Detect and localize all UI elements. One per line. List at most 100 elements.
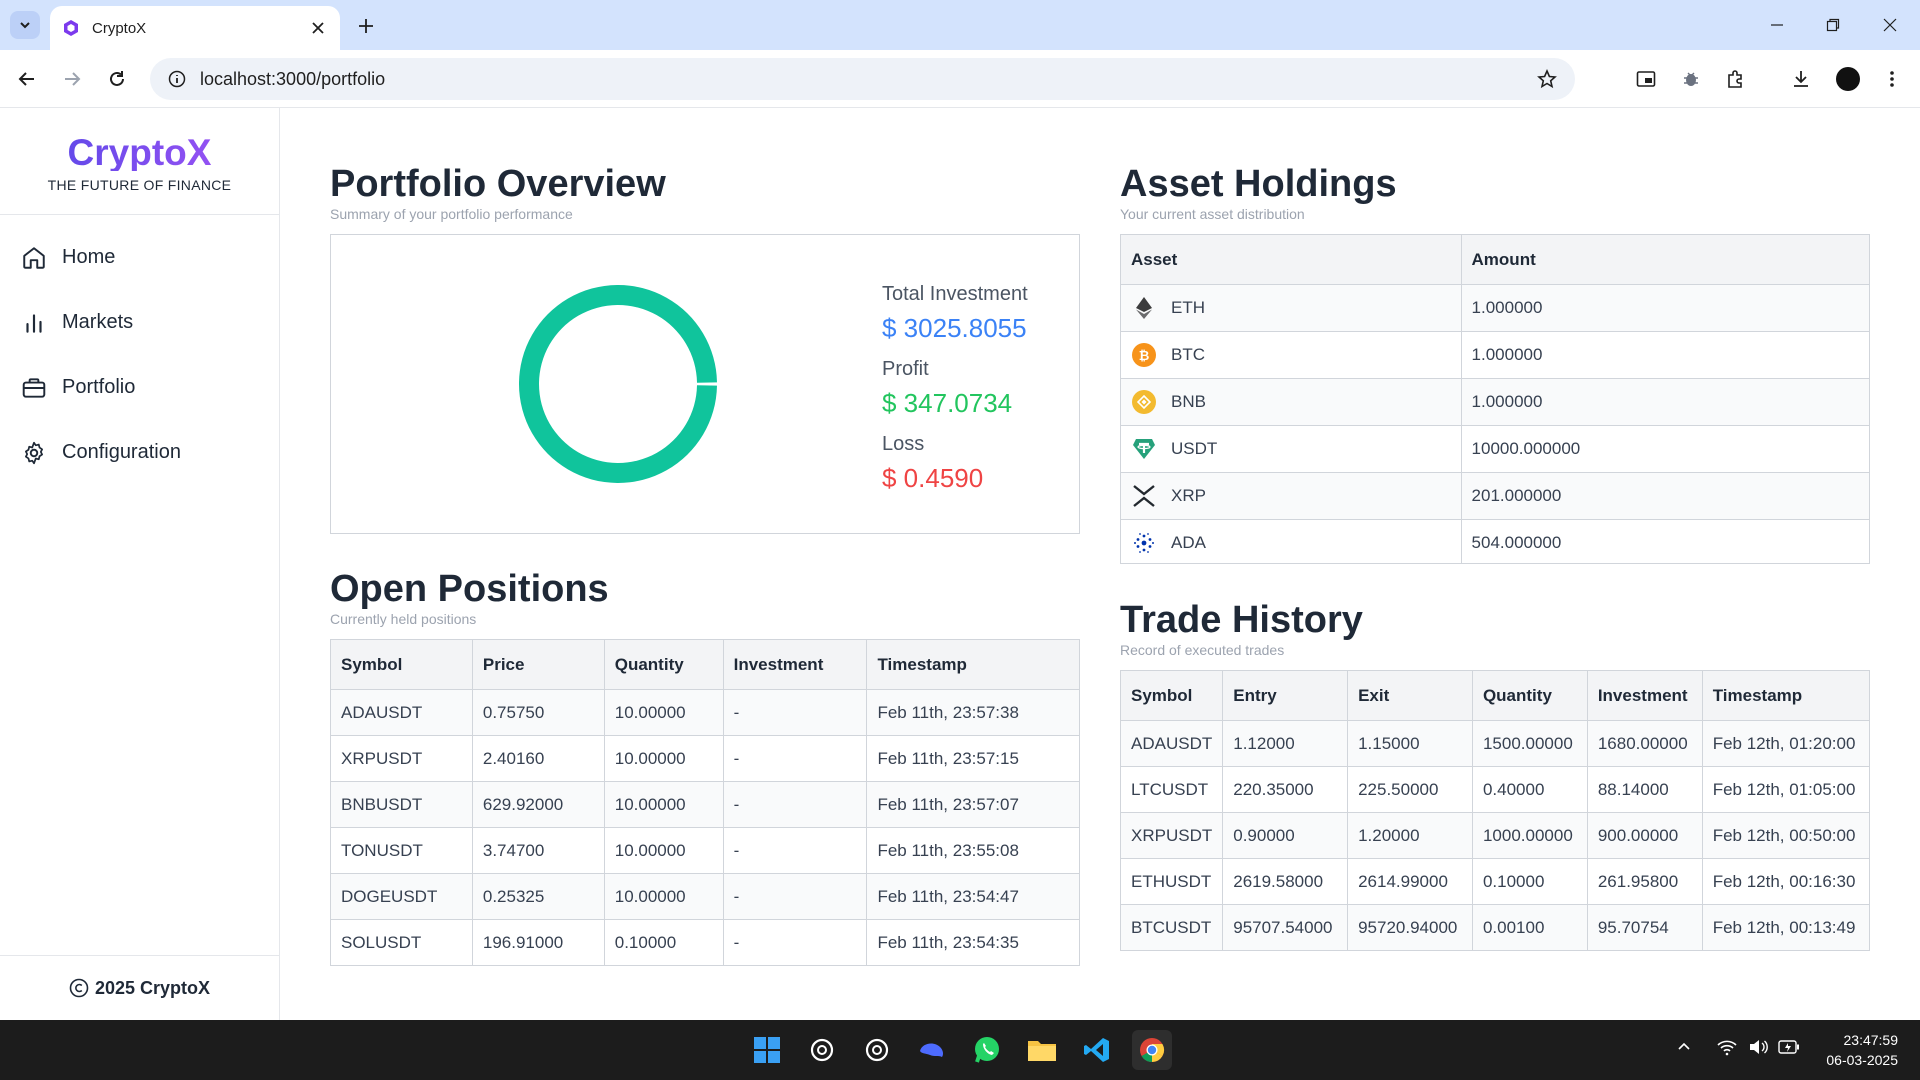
asset-symbol: BNB — [1171, 392, 1206, 411]
column-header: Timestamp — [1701, 670, 1871, 721]
new-tab-button[interactable] — [352, 12, 380, 40]
taskbar-clock[interactable]: 23:47:59 06-03-2025 — [1826, 1030, 1898, 1070]
site-info-icon[interactable] — [168, 70, 186, 88]
table-cell: - — [722, 827, 868, 874]
table-row[interactable]: ADA 504.000000 — [1120, 519, 1870, 563]
table-row[interactable]: BNBUSDT 629.92000 10.00000- Feb 11th, 23:57… — [330, 781, 1080, 828]
extension-bug-button[interactable] — [1676, 64, 1706, 94]
table-row[interactable]: XRPUSDT 0.90000 1.20000 1000.00000 900.00000… — [1119, 812, 1871, 859]
taskbar-vscode-app[interactable] — [1077, 1030, 1117, 1070]
table-row[interactable]: TONUSDT 3.74700 10.00000- Feb 11th, 23:55:0… — [330, 827, 1080, 874]
profile-button[interactable] — [1833, 64, 1863, 94]
asset-holdings-scroll[interactable]: Asset Amount ETH 1.000000 ₿ BTC 1.000000 BNB 1.… — [1120, 234, 1870, 564]
taskbar-chatgpt-app-2[interactable] — [857, 1030, 897, 1070]
sidebar-item-label: Markets — [62, 311, 134, 333]
column-header: Entry — [1222, 670, 1349, 721]
start-button[interactable] — [747, 1030, 787, 1070]
brand-tagline: THE FUTURE OF FINANCE — [47, 177, 232, 193]
table-cell: - — [722, 781, 868, 828]
sidebar-item-configuration[interactable]: Configuration — [0, 420, 279, 485]
picture-in-picture-icon — [1636, 71, 1656, 87]
xrp-icon — [1131, 485, 1157, 507]
chevron-up-icon[interactable] — [1676, 1039, 1692, 1055]
asset-amount: 1.000000 — [1460, 331, 1870, 379]
asset-amount: 504.000000 — [1460, 519, 1870, 563]
table-cell: 95.70754 — [1586, 904, 1703, 951]
table-cell: 1000.00000 — [1471, 812, 1588, 859]
taskbar-chatgpt-app[interactable] — [802, 1030, 842, 1070]
close-icon — [1883, 18, 1897, 32]
asset-holdings-title: Asset Holdings — [1120, 163, 1397, 205]
sidebar-item-markets[interactable]: Markets — [0, 290, 279, 355]
back-button[interactable] — [12, 64, 42, 94]
browser-tab[interactable]: CryptoX — [50, 6, 340, 50]
table-row[interactable]: SOLUSDT 196.91000 0.10000- Feb 11th, 23:54:… — [330, 919, 1080, 966]
table-row[interactable]: ₿ BTC 1.000000 — [1120, 331, 1870, 379]
asset-holdings-table: Asset Amount ETH 1.000000 ₿ BTC 1.000000 BNB 1.… — [1120, 234, 1870, 563]
sidebar-item-label: Home — [62, 246, 116, 268]
address-bar[interactable]: localhost:3000/portfolio — [150, 58, 1575, 100]
table-row[interactable]: BNB 1.000000 — [1120, 378, 1870, 426]
table-row[interactable]: ETHUSDT 2619.58000 2614.99000 0.10000 261.95… — [1119, 858, 1871, 905]
puzzle-icon — [1728, 70, 1742, 88]
table-cell: Feb 12th, 00:16:30 — [1701, 858, 1871, 905]
table-cell: Feb 11th, 23:54:35 — [866, 919, 1080, 966]
chatgpt-icon — [810, 1038, 834, 1062]
extensions-button[interactable] — [1721, 64, 1751, 94]
reload-button[interactable] — [102, 64, 132, 94]
asset-symbol: ADA — [1171, 533, 1206, 552]
close-window-button[interactable] — [1875, 10, 1905, 40]
asset-amount: 1.000000 — [1460, 284, 1870, 332]
battery-icon[interactable] — [1778, 1040, 1800, 1054]
windows-taskbar: 23:47:59 06-03-2025 — [0, 1020, 1920, 1080]
close-tab-icon[interactable] — [308, 18, 328, 38]
taskbar-whatsapp-app[interactable] — [967, 1030, 1007, 1070]
minimize-button[interactable] — [1762, 10, 1792, 40]
table-cell: 0.90000 — [1222, 812, 1349, 859]
table-row[interactable]: DOGEUSDT 0.25325 10.00000- Feb 11th, 23:54:… — [330, 873, 1080, 920]
wifi-icon[interactable] — [1716, 1038, 1738, 1056]
system-tray — [1676, 1038, 1800, 1056]
home-icon — [20, 244, 48, 272]
gear-icon — [20, 439, 48, 467]
table-row[interactable]: USDT 10000.000000 — [1120, 425, 1870, 473]
table-row[interactable]: ADAUSDT 1.12000 1.15000 1500.00000 1680.0000… — [1119, 720, 1871, 767]
volume-icon[interactable] — [1748, 1038, 1768, 1056]
open-positions-subtitle: Currently held positions — [330, 611, 477, 627]
copyright-icon — [69, 978, 89, 998]
open-positions-title: Open Positions — [330, 568, 609, 610]
total-investment-label: Total Investment — [882, 283, 1028, 305]
arrow-left-icon — [18, 72, 34, 86]
forward-button[interactable] — [57, 64, 87, 94]
tab-search-button[interactable] — [10, 11, 40, 39]
table-row[interactable]: ADAUSDT 0.75750 10.00000- Feb 11th, 23:57:3… — [330, 689, 1080, 736]
table-cell: 1680.00000 — [1586, 720, 1703, 767]
table-row[interactable]: XRP 201.000000 — [1120, 472, 1870, 520]
table-cell: 10.00000 — [603, 735, 724, 782]
sidebar-item-home[interactable]: Home — [0, 225, 279, 290]
restore-button[interactable] — [1818, 10, 1848, 40]
plus-icon — [359, 19, 373, 33]
downloads-button[interactable] — [1786, 64, 1816, 94]
asset-symbol: USDT — [1171, 439, 1218, 458]
table-row[interactable]: ETH 1.000000 — [1120, 284, 1870, 332]
taskbar-file-explorer-app[interactable] — [1022, 1030, 1062, 1070]
asset-amount: 1.000000 — [1460, 378, 1870, 426]
bookmark-star-icon[interactable] — [1537, 69, 1557, 89]
table-cell: DOGEUSDT — [330, 873, 473, 920]
clock-date: 06-03-2025 — [1826, 1052, 1898, 1068]
sidebar-item-portfolio[interactable]: Portfolio — [0, 355, 279, 420]
brand-block[interactable]: CryptoX THE FUTURE OF FINANCE — [0, 108, 279, 215]
table-row[interactable]: LTCUSDT 220.35000 225.50000 0.40000 88.14000… — [1119, 766, 1871, 813]
taskbar-deepseek-app[interactable] — [912, 1030, 952, 1070]
windows-logo-icon — [754, 1037, 780, 1063]
picture-in-picture-button[interactable] — [1631, 64, 1661, 94]
table-row[interactable]: XRPUSDT 2.40160 10.00000- Feb 11th, 23:57:1… — [330, 735, 1080, 782]
cardano-icon — [1131, 532, 1157, 554]
deepseek-whale-icon — [920, 1043, 944, 1057]
taskbar-chrome-app[interactable] — [1132, 1030, 1172, 1070]
browser-menu-button[interactable] — [1877, 64, 1907, 94]
url-text[interactable]: localhost:3000/portfolio — [200, 68, 386, 89]
table-row[interactable]: BTCUSDT 95707.54000 95720.94000 0.00100 95.7… — [1119, 904, 1871, 951]
donut-slice-profit[interactable] — [519, 285, 717, 484]
